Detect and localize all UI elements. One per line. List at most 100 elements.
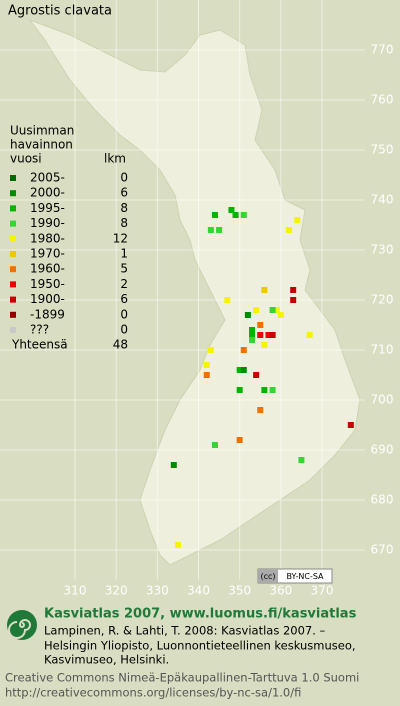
observation-square xyxy=(269,332,276,338)
y-tick-label: 710 xyxy=(371,343,394,357)
observation-square xyxy=(273,307,280,313)
observation-square xyxy=(232,212,239,218)
legend-label: 1970- xyxy=(30,247,65,261)
observation-square xyxy=(216,227,223,233)
legend-count: 5 xyxy=(120,262,128,276)
logo xyxy=(7,610,37,640)
observation-square xyxy=(257,322,264,328)
legend-count-heading: lkm xyxy=(104,152,126,166)
observation-square xyxy=(236,387,243,393)
observation-square xyxy=(290,287,297,293)
observation-square xyxy=(257,332,264,338)
legend-count: 8 xyxy=(120,201,128,215)
badge-text: BY-NC-SA xyxy=(286,572,324,581)
observation-square xyxy=(298,457,305,463)
y-tick-label: 730 xyxy=(371,243,394,257)
x-tick-label: 350 xyxy=(228,584,251,598)
y-tick-label: 770 xyxy=(371,43,394,57)
legend-swatch xyxy=(10,266,16,273)
grid: 310 320 330 340 350 360 370 770 760 750 740 730 720 7… xyxy=(0,0,393,598)
observation-square xyxy=(249,327,256,333)
logo-swirl xyxy=(8,619,31,639)
legend-swatch xyxy=(10,205,16,212)
footer-headline: Kasviatlas 2007, www.luomus.fi/kasviatla… xyxy=(44,607,357,622)
legend-swatch xyxy=(10,190,16,197)
legend-count: 6 xyxy=(120,292,128,306)
legend-swatch xyxy=(10,296,16,303)
observation-square xyxy=(170,462,177,468)
legend-swatch xyxy=(10,281,16,288)
observation-square xyxy=(203,372,210,378)
observations xyxy=(170,207,354,548)
observation-square xyxy=(211,442,218,448)
observation-square xyxy=(240,347,247,353)
y-tick-label: 700 xyxy=(371,393,394,407)
observation-square xyxy=(286,227,293,233)
badge-cc: (cc) xyxy=(260,572,275,581)
observation-square xyxy=(236,437,243,443)
legend-label: 2005- xyxy=(30,171,65,185)
logo-disc xyxy=(7,610,37,640)
observation-square xyxy=(203,362,210,368)
legend-label: ??? xyxy=(30,323,49,337)
legend-label: 2000- xyxy=(30,186,65,200)
observation-square xyxy=(265,332,272,338)
legend-total-label: Yhteensä xyxy=(11,338,68,352)
observation-square xyxy=(306,332,313,338)
observation-square xyxy=(269,307,276,313)
observation-square xyxy=(253,372,260,378)
observation-square xyxy=(240,212,247,218)
legend-swatch xyxy=(10,251,16,257)
observation-square xyxy=(269,387,276,393)
citation-line: Helsingin Yliopisto, Luonnontieteellinen… xyxy=(44,639,356,653)
legend-label: 1990- xyxy=(30,216,65,230)
legend-label: 1960- xyxy=(30,262,65,276)
citation-line: Kasvimuseo, Helsinki. xyxy=(44,653,169,667)
legend-heading: Uusimman xyxy=(10,124,74,138)
x-tick-label: 360 xyxy=(269,584,292,598)
y-tick-label: 680 xyxy=(371,493,394,507)
observation-square xyxy=(224,297,231,303)
legend-count: 12 xyxy=(113,231,128,245)
legend-label: 1900- xyxy=(30,292,65,306)
observation-square xyxy=(228,207,235,213)
land-area xyxy=(28,18,361,566)
observation-square xyxy=(240,367,247,373)
legend-swatch xyxy=(10,311,16,318)
observation-square xyxy=(249,332,256,338)
license-line: Creative Commons Nimeä-Epäkaupallinen-Ta… xyxy=(5,671,359,685)
legend-swatch xyxy=(10,327,16,333)
legend-count: 0 xyxy=(120,323,128,337)
citation-line: Lampinen, R. & Lahti, T. 2008: Kasviatla… xyxy=(44,624,326,638)
x-tick-label: 310 xyxy=(64,584,87,598)
legend-swatch xyxy=(10,235,16,242)
y-tick-label: 720 xyxy=(371,293,394,307)
observation-square xyxy=(211,212,218,218)
y-tick-label: 690 xyxy=(371,443,394,457)
y-tick-label: 760 xyxy=(371,93,394,107)
observation-square xyxy=(261,342,268,348)
y-tick-label: 670 xyxy=(371,543,394,557)
legend-label: 1980- xyxy=(30,231,65,245)
observation-square xyxy=(244,312,251,318)
x-tick-label: 320 xyxy=(105,584,128,598)
legend-count: 1 xyxy=(120,247,128,261)
observation-square xyxy=(174,542,181,548)
observation-square xyxy=(347,422,354,428)
y-tick-label: 740 xyxy=(371,193,394,207)
legend-heading: havainnon xyxy=(10,138,73,152)
legend-heading: vuosi xyxy=(10,152,42,166)
license-line: http://creativecommons.org/licenses/by-n… xyxy=(5,686,301,700)
x-tick-label: 330 xyxy=(146,584,169,598)
legend-count: 8 xyxy=(120,216,128,230)
observation-square xyxy=(236,367,243,373)
legend-label: 1995- xyxy=(30,201,65,215)
observation-square xyxy=(207,347,214,353)
observation-square xyxy=(253,307,260,313)
observation-square xyxy=(261,287,268,293)
legend-total: 48 xyxy=(113,338,128,352)
observation-square xyxy=(294,217,301,223)
legend-swatch xyxy=(10,220,16,227)
